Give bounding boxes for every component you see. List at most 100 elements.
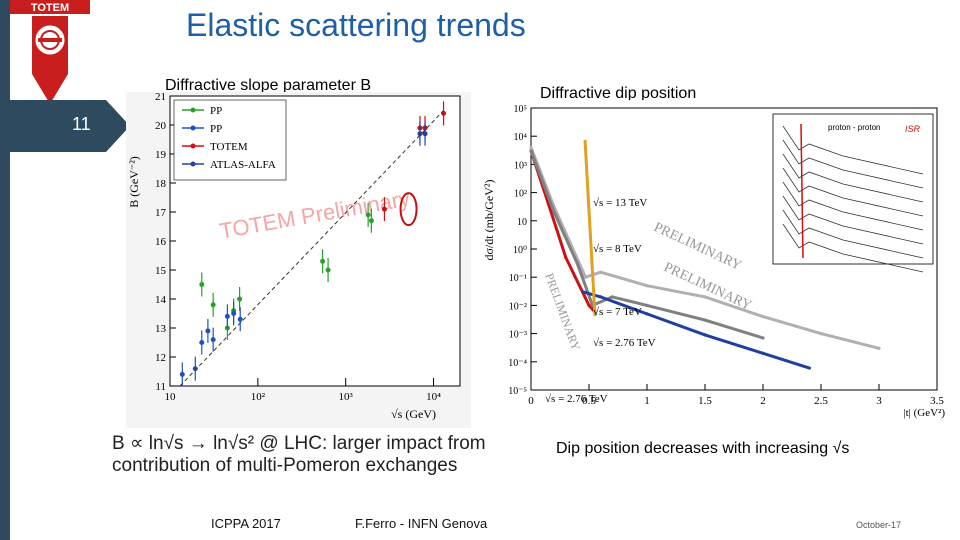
left-caption-line2: contribution of multi-Pomeron exchanges	[112, 455, 458, 476]
right-panel-label: Diffractive dip position	[540, 85, 697, 102]
d-xtick-label: 2	[760, 395, 766, 407]
b-xlabel: √s (GeV)	[391, 407, 436, 421]
d-xtick-label: 0	[528, 395, 534, 407]
d-annotation: √s = 2.76 TeV	[545, 393, 608, 405]
inset-title: proton - proton	[828, 123, 880, 132]
slide-number-tag	[10, 100, 130, 152]
d-data-point	[552, 210, 556, 214]
d-series-line	[582, 290, 810, 370]
d-data-point	[581, 290, 585, 294]
d-series-line	[529, 150, 764, 340]
d-xlabel: |t| (GeV²)	[903, 407, 945, 419]
b-data-point	[237, 296, 243, 302]
d-data-point	[703, 333, 707, 337]
slope-parameter-plot: 11 12 13 14 15 16 17 18 19 20 21 10 10² 10³ 10⁴ B (Ge…	[126, 92, 471, 428]
d-ylabel: dσ/dt (mb/GeV²)	[483, 179, 496, 260]
b-fit-line	[179, 110, 444, 387]
d-data-point	[599, 270, 603, 274]
b-ytick-label: 19	[155, 149, 167, 161]
d-xtick-label: 1	[644, 395, 650, 407]
b-xtick-label: 10⁴	[426, 391, 441, 403]
d-ytick-label: 10⁴	[514, 132, 528, 143]
d-annotation: √s = 8 TeV	[593, 243, 642, 255]
d-ytick-label: 10⁻⁴	[508, 358, 527, 369]
b-ytick-label: 13	[155, 323, 167, 335]
slide-title: Elastic scattering trends	[186, 7, 526, 43]
d-xtick-label: 3	[876, 395, 882, 407]
b-xtick-label: 10	[165, 391, 177, 403]
d-ytick-label: 10⁻⁵	[508, 386, 527, 397]
left-caption: B ∝ ln√s → ln√s² @ LHC: larger impact fr…	[112, 433, 486, 477]
logo-text: TOTEM	[31, 2, 69, 14]
b-legend-entry: TOTEM	[210, 141, 248, 153]
b-data-point	[205, 328, 211, 334]
inset-curve	[782, 167, 924, 217]
b-ytick-label: 17	[155, 207, 167, 219]
b-data-point	[237, 316, 243, 322]
b-legend-entry: ATLAS-ALFA	[210, 159, 276, 171]
b-ytick-label: 14	[155, 294, 167, 306]
b-data-point	[224, 313, 230, 319]
b-data-point	[210, 302, 216, 308]
b-highlight-circle	[399, 192, 418, 227]
totem-logo: TOTEM	[10, 0, 90, 104]
b-data-point	[231, 311, 237, 316]
d-data-point	[807, 366, 811, 370]
b-data-point	[199, 340, 205, 345]
b-xtick-label: 10²	[251, 391, 266, 403]
d-ytick-label: 10	[517, 217, 527, 228]
d-data-point	[564, 255, 568, 260]
footer-date: October-17	[856, 520, 902, 530]
d-data-point	[583, 275, 588, 279]
b-ytick-label: 11	[155, 381, 166, 393]
b-data-point	[199, 282, 205, 287]
d-ytick-label: 10⁵	[514, 104, 528, 115]
d-data-point	[645, 284, 649, 288]
d-data-point	[645, 303, 649, 307]
d-data-point	[761, 336, 765, 340]
dip-marker-line	[583, 139, 597, 317]
b-legend-entry: PP	[210, 105, 222, 117]
d-data-point	[761, 315, 765, 319]
b-data-point	[325, 267, 331, 273]
inset-curve	[782, 223, 924, 273]
d-annotation: √s = 2.76 TeV	[593, 337, 656, 349]
b-data-point	[368, 218, 374, 224]
b-data-point	[320, 258, 326, 264]
inset-curve	[782, 139, 924, 189]
b-data-point	[422, 131, 428, 137]
slide-number: 11	[72, 114, 91, 134]
footer-author: F.Ferro - INFN Genova	[355, 516, 488, 531]
dip-position-plot: 10⁵ 10⁴ 10³ 10² 10 10⁰ 10⁻¹ 10⁻² 10⁻³ 10⁻⁴ 10⁻⁵ 0 0…	[483, 100, 949, 426]
right-caption: Dip position decreases with increasing √…	[556, 440, 850, 457]
d-xtick-label: 2.5	[814, 395, 828, 407]
inset-curve	[782, 195, 924, 245]
b-legend-entry: PP	[210, 123, 222, 135]
d-xtick-label: 3.5	[930, 395, 944, 407]
b-xtick-label: 10³	[339, 391, 354, 403]
d-data-point	[575, 262, 579, 266]
left-panel-label: Diffractive slope parameter B	[165, 77, 372, 94]
b-data-point	[381, 206, 387, 212]
d-ytick-label: 10²	[514, 189, 527, 200]
isr-inset	[772, 113, 934, 265]
left-accent-bar	[0, 0, 10, 540]
d-data-point	[645, 312, 649, 316]
b-legend: PP PP TOTEM ATLAS-ALFA	[173, 99, 287, 181]
d-data-point	[610, 295, 614, 299]
d-data-point	[529, 149, 533, 153]
d-data-point	[703, 318, 707, 322]
d-ytick-label: 10⁰	[513, 245, 527, 256]
d-data-point	[599, 295, 603, 299]
b-ytick-label: 21	[155, 92, 166, 103]
d-data-point	[529, 145, 533, 150]
b-data-point	[210, 337, 216, 343]
b-ytick-label: 12	[155, 352, 166, 364]
b-ytick-label: 16	[155, 236, 167, 248]
d-annotation: √s = 13 TeV	[593, 197, 647, 209]
inset-curve	[782, 209, 924, 259]
b-data-point	[417, 131, 423, 137]
d-ytick-label: 10⁻²	[509, 301, 527, 312]
inset-curve	[782, 153, 924, 203]
b-data-point	[192, 366, 198, 372]
